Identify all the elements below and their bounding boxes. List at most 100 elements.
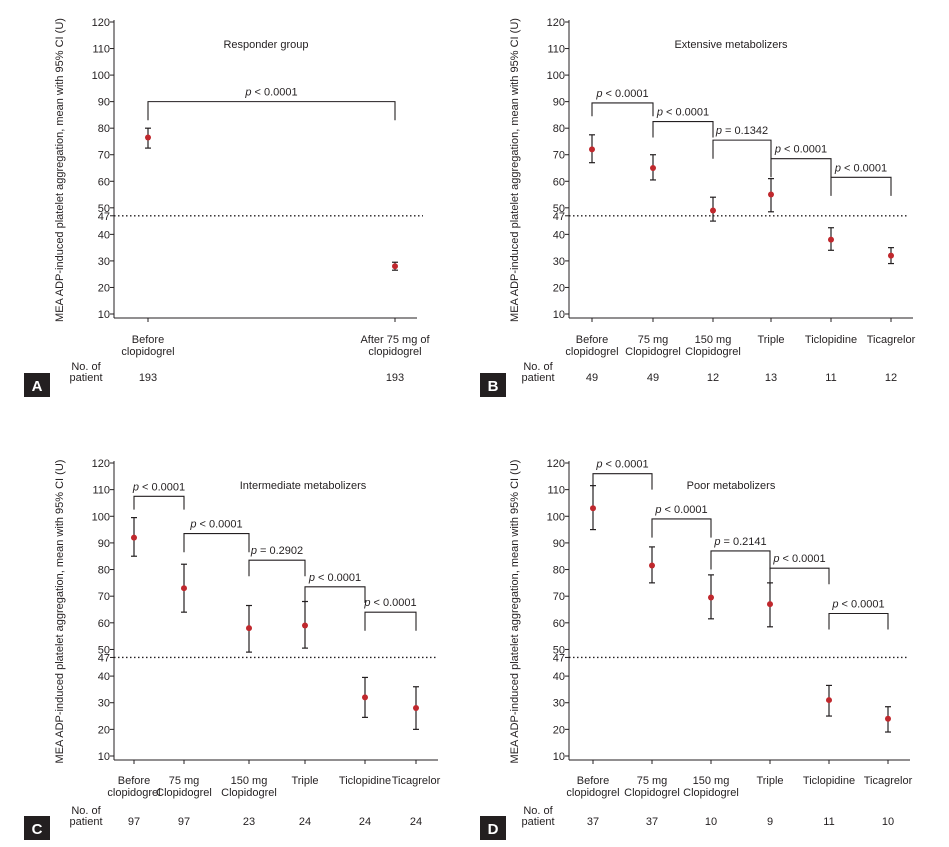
threshold-label: 47 <box>98 211 110 223</box>
p-value-label: p < 0.0001 <box>308 572 361 584</box>
mean-point <box>145 134 151 141</box>
mean-point <box>888 252 894 259</box>
panel-title: Poor metabolizers <box>687 480 776 492</box>
mean-point <box>767 601 773 608</box>
y-tick-label: 70 <box>553 591 565 603</box>
y-tick-label: 30 <box>553 256 565 268</box>
panel-title: Intermediate metabolizers <box>240 480 367 492</box>
category-label: 75 mg <box>169 775 200 787</box>
threshold-label: 47 <box>553 211 565 223</box>
mean-point <box>650 165 656 171</box>
comparison-bracket <box>304 586 366 603</box>
y-tick-label: 50 <box>98 203 110 215</box>
panel-badge <box>24 373 50 397</box>
y-tick-label: 110 <box>547 485 565 497</box>
n-value: 49 <box>586 372 598 384</box>
y-tick-label: 50 <box>553 644 565 656</box>
mean-point <box>710 207 716 214</box>
p-value-label: p < 0.0001 <box>772 553 825 565</box>
panel-badge-label: B <box>488 378 499 395</box>
y-tick-label: 10 <box>553 309 565 321</box>
y-tick-label: 120 <box>547 17 565 29</box>
y-tick-label: 100 <box>547 70 565 82</box>
category-label: Before <box>132 334 164 346</box>
y-tick-label: 50 <box>553 203 565 215</box>
comparison-bracket <box>147 101 396 121</box>
y-tick-label: 20 <box>553 282 565 294</box>
mean-point <box>828 236 834 243</box>
n-value: 24 <box>410 816 422 828</box>
y-tick-label: 40 <box>553 671 565 683</box>
category-label: After 75 mg of <box>360 334 430 346</box>
category-label: 75 mg <box>638 334 669 346</box>
n-value: 11 <box>825 372 836 384</box>
n-value: 97 <box>178 816 190 828</box>
panel-b: 10 20 30 40 50 60 70 80 90 100 110 120 47 MEA ADP-ind… <box>480 17 916 397</box>
category-label: Clopidogrel <box>624 787 680 799</box>
comparison-bracket <box>712 139 772 159</box>
category-label: Before <box>118 775 150 787</box>
mean-point <box>590 505 596 512</box>
y-tick-label: 60 <box>98 176 110 188</box>
y-tick-label: 40 <box>98 229 110 241</box>
p-value-label: p = 0.1342 <box>715 125 768 137</box>
n-value: 9 <box>767 816 773 828</box>
mean-point <box>649 562 655 569</box>
p-value-label: p = 0.2902 <box>250 545 303 557</box>
y-tick-label: 20 <box>98 724 110 736</box>
y-tick-label: 50 <box>98 644 110 656</box>
y-tick-label: 110 <box>92 485 110 497</box>
y-tick-label: 20 <box>553 724 565 736</box>
p-value-label: p < 0.0001 <box>656 107 709 119</box>
y-tick-label: 120 <box>92 458 110 470</box>
y-tick-label: 90 <box>553 97 565 109</box>
threshold-label: 47 <box>553 652 565 664</box>
category-label: Ticagrelor <box>392 775 441 787</box>
comparison-bracket <box>828 612 889 630</box>
category-label: clopidogrel <box>121 346 174 358</box>
p-value-label: p = 0.2141 <box>713 536 766 548</box>
p-value-label: p < 0.0001 <box>834 162 887 174</box>
n-value: 97 <box>128 816 140 828</box>
mean-point <box>589 146 595 153</box>
category-label: Clopidogrel <box>221 787 277 799</box>
y-tick-label: 100 <box>547 511 565 523</box>
y-tick-label: 70 <box>98 591 110 603</box>
y-tick-label: 80 <box>98 565 110 577</box>
category-label: Ticlopidine <box>339 775 391 787</box>
mean-point <box>181 585 187 592</box>
comparison-bracket <box>710 550 771 570</box>
n-value: 12 <box>707 372 719 384</box>
panel-title: Responder group <box>223 39 308 51</box>
comparison-bracket <box>183 533 250 553</box>
y-axis-label: MEA ADP-induced platelet aggregation, me… <box>509 18 521 322</box>
category-label: Ticagrelor <box>864 775 913 787</box>
comparison-bracket <box>830 176 892 196</box>
y-tick-label: 120 <box>547 458 565 470</box>
mean-point <box>708 594 714 601</box>
category-label: clopidogrel <box>368 346 421 358</box>
n-value: 10 <box>882 816 894 828</box>
comparison-bracket <box>770 158 832 178</box>
category-label: Clopidogrel <box>683 787 739 799</box>
n-value: 11 <box>823 816 834 828</box>
p-value-label: p < 0.0001 <box>363 597 416 609</box>
n-row-label: patient <box>521 816 554 828</box>
y-tick-label: 90 <box>98 97 110 109</box>
mean-point <box>362 694 368 701</box>
n-row-label: No. of <box>523 805 553 817</box>
category-label: clopidogrel <box>565 346 618 358</box>
mean-point <box>826 697 832 704</box>
n-value: 10 <box>705 816 717 828</box>
n-value: 193 <box>139 372 157 384</box>
p-value-label: p < 0.0001 <box>595 459 648 471</box>
p-value-label: p < 0.0001 <box>132 481 185 493</box>
p-value-label: p < 0.0001 <box>774 144 827 156</box>
y-tick-label: 10 <box>98 751 110 763</box>
y-tick-label: 110 <box>92 44 110 56</box>
panel-a: 10 20 30 40 50 60 70 80 90 100 110 120 47 MEA ADP-ind… <box>24 17 430 397</box>
panel-c: 10 20 30 40 50 60 70 80 90 100 110 120 47 MEA ADP-ind… <box>24 458 441 840</box>
category-label: Before <box>576 334 608 346</box>
panel-badge-label: C <box>32 821 43 838</box>
